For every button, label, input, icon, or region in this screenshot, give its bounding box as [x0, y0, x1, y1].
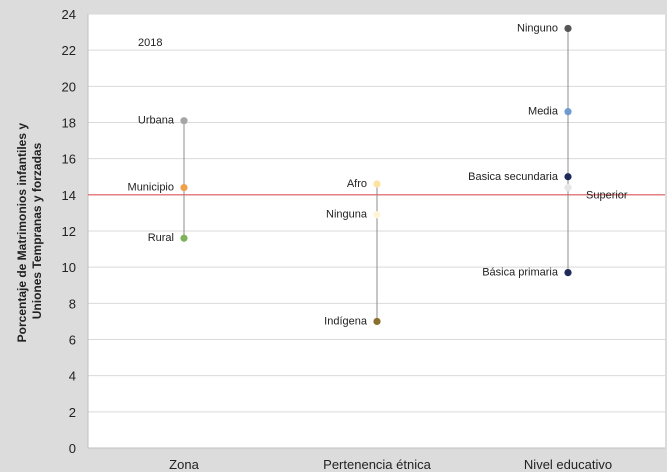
data-point — [373, 211, 381, 219]
y-tick-label: 0 — [69, 441, 76, 456]
y-tick-label: 20 — [62, 79, 76, 94]
point-label: Basica secundaria — [468, 171, 559, 183]
category-label: Pertenencia étnica — [323, 457, 431, 472]
y-tick-label: 10 — [62, 260, 76, 275]
y-tick-label: 16 — [62, 152, 76, 167]
y-tick-label: 22 — [62, 43, 76, 58]
point-label: Básica primaria — [482, 267, 559, 279]
point-label: Indígena — [324, 315, 368, 327]
data-point — [564, 268, 572, 277]
y-tick-label: 2 — [69, 405, 76, 420]
data-point — [564, 24, 572, 33]
category-label: Nivel educativo — [524, 457, 612, 472]
point-label: Ninguno — [517, 22, 558, 34]
data-point — [180, 234, 188, 242]
point-label: Ninguna — [326, 209, 368, 221]
point-label: Afro — [347, 178, 367, 190]
point-label: Media — [528, 106, 559, 118]
category-labels: Zona Pertenencia étnica Nivel educativo — [169, 457, 612, 472]
point-label: Municipio — [128, 182, 174, 194]
point-label: Rural — [148, 232, 174, 244]
data-points: Urbana Municipio Rural Afro Ninguna Indígena N… — [128, 22, 628, 327]
y-axis-label-line-2: Uniones Tempranas y forzadas — [30, 142, 44, 319]
data-point — [564, 108, 572, 116]
y-tick-label: 8 — [69, 296, 76, 311]
range-lines — [183, 28, 569, 322]
data-point — [180, 117, 188, 125]
y-axis-label: Porcentaje de Matrimonios infantiles y U… — [15, 120, 44, 343]
y-tick-label: 4 — [69, 369, 76, 384]
y-tick-label: 12 — [62, 224, 76, 239]
point-label: Urbana — [138, 115, 175, 127]
data-point — [564, 184, 572, 192]
y-axis-label-line-1: Porcentaje de Matrimonios infantiles y — [15, 123, 29, 343]
category-label: Zona — [169, 457, 199, 472]
y-tick-label: 24 — [62, 7, 76, 22]
data-point — [564, 173, 572, 181]
data-point — [180, 184, 188, 192]
year-annotation: 2018 — [138, 37, 162, 49]
data-point — [373, 317, 381, 326]
data-point — [373, 180, 381, 188]
point-label: Superior — [586, 190, 628, 202]
y-tick-label: 14 — [62, 188, 76, 203]
y-tick-label: 18 — [62, 116, 76, 131]
y-tick-label: 6 — [69, 333, 76, 348]
